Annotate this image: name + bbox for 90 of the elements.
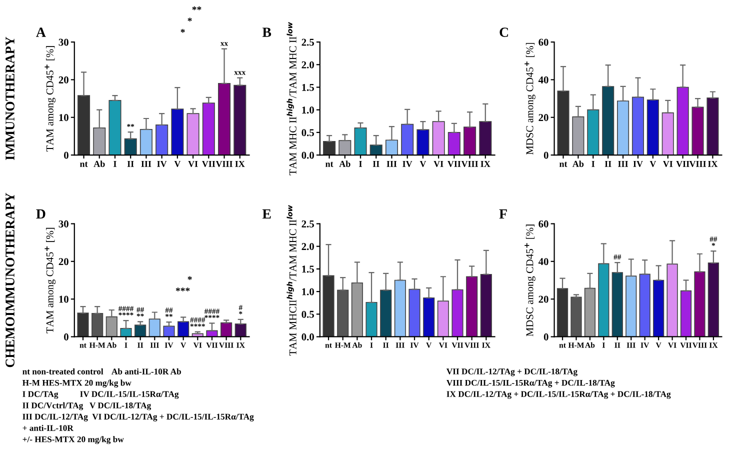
- text: I DC/TAg IV DC/IL-15/IL-15Rα/TAg: [22, 391, 179, 399]
- x-tick-label: nt: [326, 162, 334, 167]
- y-tick-label: 2.5: [302, 38, 314, 46]
- y-tick-label: 10: [59, 296, 68, 303]
- chart-title: A: [36, 28, 46, 37]
- text: +/- HES-MTX 20 mg/kg bw: [22, 436, 124, 444]
- y-tick-label: 20: [58, 258, 68, 266]
- chart-title: E: [262, 209, 271, 219]
- text: H-M HES-MTX 20 mg/kg bw: [22, 380, 132, 388]
- text: nt non-treated control Ab anti-IL-10R Ab: [22, 368, 181, 374]
- x-tick-label: VII: [448, 160, 461, 167]
- x-tick-label: I: [592, 160, 595, 167]
- y-tick-label: 0: [64, 152, 68, 159]
- x-tick-label: IX: [480, 160, 490, 167]
- x-tick-label: I: [114, 160, 116, 167]
- y-tick-label: 0.5: [302, 129, 314, 136]
- text: III DC/IL-12/TAg VI DC/IL-12/TAg + DC/IL-15/IL-15Rα/TAg: [22, 414, 254, 422]
- text: VII DC/IL-12/TAg + DC/IL-18/TAg: [446, 368, 578, 376]
- text: II DC/Vctrl/TAg V DC/IL-18/TAg: [22, 402, 152, 410]
- x-tick-label: I: [359, 160, 362, 167]
- x-tick-label: II: [604, 160, 612, 167]
- x-tick-label: Ab: [572, 160, 584, 167]
- chart-title: C: [500, 28, 508, 37]
- y-tick-label: 0.5: [302, 310, 314, 318]
- y-tick-label: 20: [538, 114, 548, 122]
- x-tick-label: IV: [633, 160, 643, 167]
- y-axis-title: TAM among CD45$^{+}$ [%]: [44, 228, 56, 334]
- x-tick-label: VIII: [216, 160, 232, 167]
- y-tick-label: 40: [538, 76, 548, 84]
- y-tick-label: 10: [59, 114, 68, 122]
- y-tick-label: 0.0: [302, 333, 314, 340]
- y-tick-label: 0.0: [302, 152, 314, 159]
- x-tick-label: nt: [80, 162, 88, 167]
- text: *: [188, 18, 192, 22]
- y-tick-label: 20: [58, 76, 68, 84]
- y-tick-label: 0: [544, 333, 548, 340]
- y-tick-label: 30: [58, 38, 68, 46]
- text: CHEMOIMMUNOTHERAPY: [6, 192, 14, 368]
- x-tick-label: VIII: [689, 160, 706, 167]
- text: + anti-IL-10R: [22, 424, 74, 431]
- text: IX DC/IL-12/TAg + DC/IL-15/IL-15Rα/TAg + DC/IL-18/TAg: [446, 391, 671, 399]
- y-tick-label: 1.5: [302, 266, 314, 273]
- x-tick-label: VII: [202, 160, 216, 167]
- y-tick-label: 40: [538, 258, 548, 266]
- text: *: [180, 29, 185, 33]
- text: **: [192, 6, 202, 10]
- x-tick-label: II: [127, 160, 134, 167]
- x-tick-label: VIII: [461, 160, 478, 167]
- x-tick-label: nt: [559, 162, 568, 167]
- y-axis-title: TAM among CD45$^{+}$ [%]: [44, 46, 56, 152]
- chart-title: B: [262, 28, 272, 37]
- x-tick-label: III: [618, 160, 628, 167]
- text: VIII DC/IL-15/IL-15Rα/TAg + DC/IL-18/TAg: [446, 380, 615, 388]
- y-tick-label: 1.5: [302, 84, 314, 91]
- chart-title: F: [499, 209, 507, 219]
- x-tick-label: VI: [188, 160, 198, 167]
- y-tick-label: 2.0: [302, 243, 314, 250]
- y-tick-label: 0: [544, 152, 548, 159]
- y-tick-label: 60: [538, 38, 548, 46]
- x-tick-label: V: [650, 160, 656, 167]
- y-axis-title: MDSC among CD45$^{+}$ [%]: [524, 224, 536, 336]
- y-tick-label: 2.0: [302, 61, 314, 68]
- x-tick-label: III: [386, 160, 397, 167]
- x-tick-label: Ab: [339, 160, 350, 167]
- y-tick-label: 30: [58, 220, 68, 228]
- x-tick-label: IX: [235, 160, 245, 167]
- y-tick-label: 1.0: [302, 106, 314, 114]
- x-tick-label: VI: [434, 160, 444, 167]
- x-tick-label: Ab: [94, 160, 105, 167]
- y-tick-label: 1.0: [302, 288, 314, 296]
- y-axis-title: TAM MHCII$^{high}$/TAM MHC II$^{low}$: [286, 204, 296, 356]
- text: IMMUNOTHERAPY: [6, 36, 14, 160]
- annotation: *: [188, 276, 192, 280]
- x-tick-label: IV: [157, 160, 167, 167]
- y-axis-title: TAM MHC II$^{high}$/TAM MHC II$^{low}$: [286, 22, 296, 176]
- y-tick-label: 20: [538, 296, 548, 303]
- annotation: ***: [176, 288, 190, 292]
- x-tick-label: III: [141, 160, 152, 167]
- y-axis-title: MDSC among CD45$^{+}$ [%]: [524, 42, 536, 155]
- y-tick-label: 2.5: [302, 220, 314, 228]
- y-tick-label: 60: [538, 220, 548, 228]
- x-tick-label: II: [372, 160, 380, 167]
- x-tick-label: IX: [708, 160, 718, 167]
- x-tick-label: VI: [662, 160, 673, 167]
- y-tick-label: 0: [64, 333, 68, 340]
- x-tick-label: V: [174, 160, 181, 167]
- x-tick-label: IV: [402, 160, 412, 167]
- chart-title: D: [36, 209, 46, 219]
- x-tick-label: VII: [676, 160, 690, 167]
- x-tick-label: V: [420, 160, 426, 167]
